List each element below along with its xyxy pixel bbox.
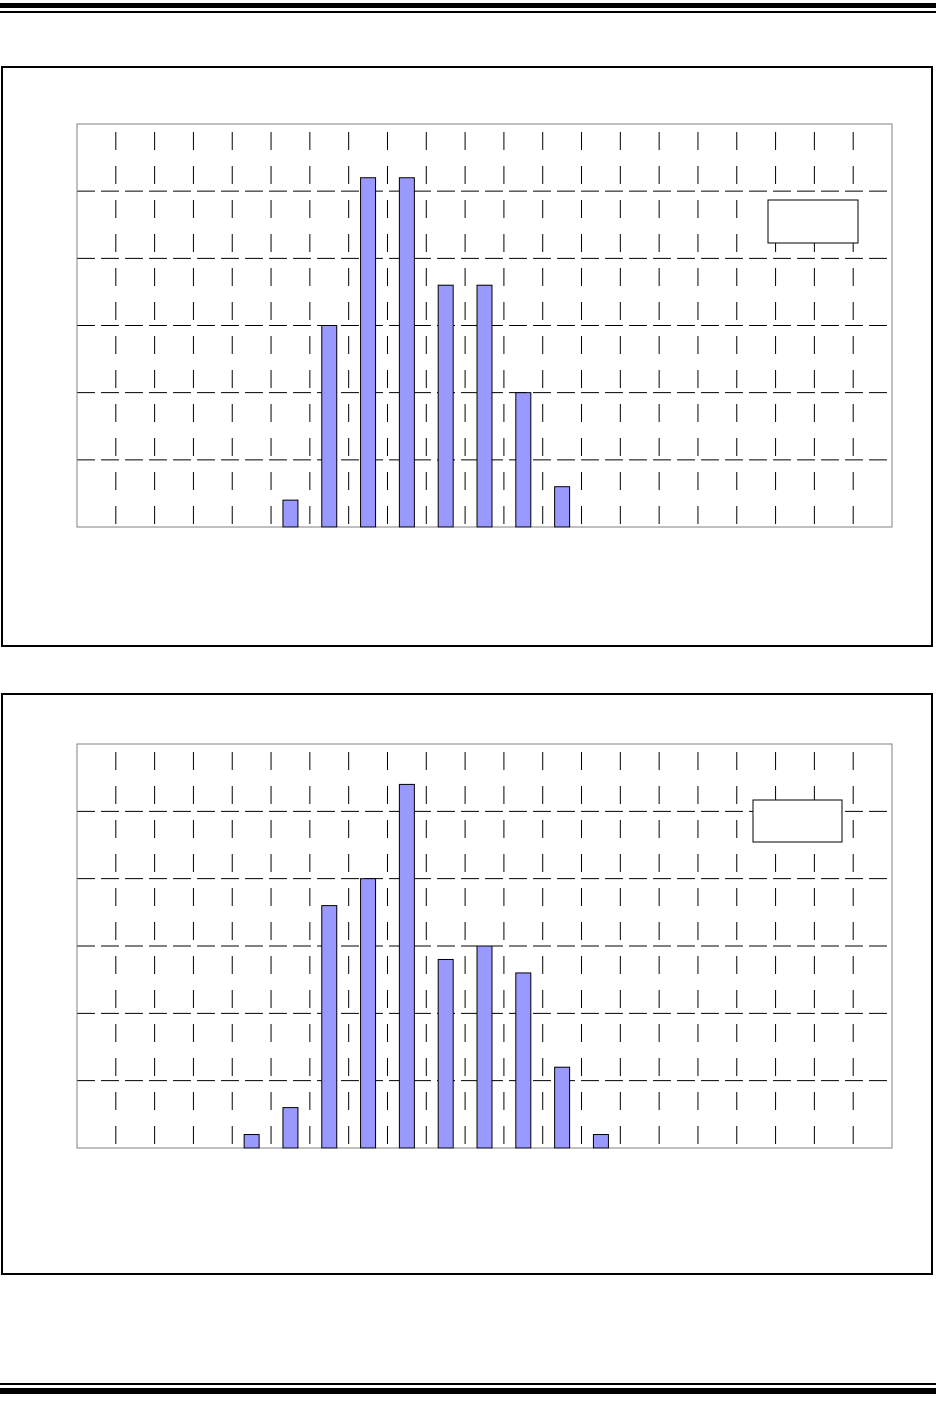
header-rule-thin bbox=[0, 11, 936, 13]
histogram-bar bbox=[398, 177, 415, 528]
legend-box bbox=[767, 199, 859, 244]
histogram-bar bbox=[398, 783, 415, 1149]
histogram-bar bbox=[515, 392, 532, 528]
histogram-bar bbox=[437, 958, 454, 1149]
histogram-bar bbox=[554, 486, 571, 528]
legend-box bbox=[752, 799, 843, 843]
histogram-bar bbox=[476, 945, 493, 1149]
histogram-bar bbox=[515, 972, 532, 1149]
histogram-bar bbox=[321, 905, 338, 1149]
histogram-bar bbox=[360, 878, 377, 1149]
histogram-bar bbox=[554, 1066, 571, 1149]
histogram-bar bbox=[282, 1107, 299, 1149]
footer-rule-thick bbox=[0, 1388, 936, 1394]
footer-rule-thin bbox=[0, 1383, 936, 1385]
histogram-bar bbox=[592, 1134, 609, 1149]
histogram-bar bbox=[282, 499, 299, 528]
chart-frame-2 bbox=[1, 693, 933, 1275]
header-rule-thick bbox=[0, 3, 936, 8]
histogram-bar bbox=[321, 325, 338, 528]
histogram-bar bbox=[243, 1134, 260, 1149]
histogram-bar bbox=[476, 284, 493, 528]
histogram-bar bbox=[437, 284, 454, 528]
histogram-bar bbox=[360, 177, 377, 528]
chart-frame-1 bbox=[1, 66, 933, 647]
